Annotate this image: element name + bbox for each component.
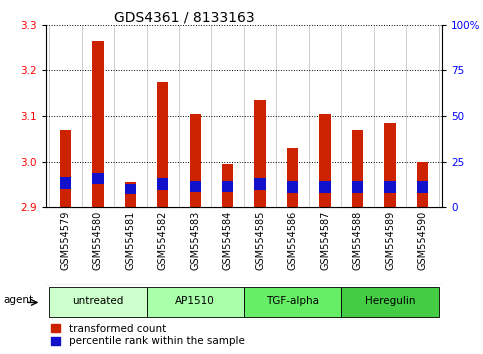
Bar (255, 178, 266, 190)
Bar (60, 130, 71, 207)
Bar (287, 148, 298, 207)
FancyBboxPatch shape (146, 287, 244, 317)
Text: TGF-alpha: TGF-alpha (266, 296, 319, 306)
FancyBboxPatch shape (341, 287, 439, 317)
Bar (222, 164, 233, 207)
Bar (157, 82, 169, 207)
Text: untreated: untreated (72, 296, 124, 306)
Bar (60, 177, 71, 189)
Bar (352, 181, 363, 193)
Bar (125, 184, 136, 194)
Text: GSM554585: GSM554585 (255, 211, 265, 270)
Text: GSM554590: GSM554590 (417, 211, 427, 270)
FancyBboxPatch shape (244, 287, 341, 317)
Text: GSM554589: GSM554589 (385, 211, 395, 270)
Text: agent: agent (4, 295, 34, 305)
Text: AP1510: AP1510 (175, 296, 215, 306)
Text: GSM554588: GSM554588 (353, 211, 363, 270)
Bar (189, 181, 201, 192)
Text: Heregulin: Heregulin (365, 296, 415, 306)
Bar (384, 181, 396, 193)
FancyBboxPatch shape (49, 287, 146, 317)
Bar (417, 181, 428, 193)
Bar (384, 123, 396, 207)
Bar (319, 114, 331, 207)
Bar (189, 114, 201, 207)
Text: GSM554582: GSM554582 (158, 211, 168, 270)
Text: GSM554587: GSM554587 (320, 211, 330, 270)
Bar (125, 182, 136, 207)
Text: GSM554583: GSM554583 (190, 211, 200, 270)
Text: GSM554580: GSM554580 (93, 211, 103, 270)
Bar (92, 173, 103, 184)
Bar (157, 178, 169, 190)
Bar (287, 181, 298, 193)
Legend: transformed count, percentile rank within the sample: transformed count, percentile rank withi… (51, 324, 245, 347)
Text: GSM554584: GSM554584 (223, 211, 233, 270)
Text: GSM554579: GSM554579 (60, 211, 71, 270)
Bar (319, 181, 331, 193)
Bar (417, 161, 428, 207)
Text: GSM554586: GSM554586 (287, 211, 298, 270)
Bar (92, 41, 103, 207)
Bar (352, 130, 363, 207)
Text: GDS4361 / 8133163: GDS4361 / 8133163 (114, 11, 255, 25)
Bar (255, 100, 266, 207)
Bar (222, 181, 233, 192)
Text: GSM554581: GSM554581 (125, 211, 135, 270)
